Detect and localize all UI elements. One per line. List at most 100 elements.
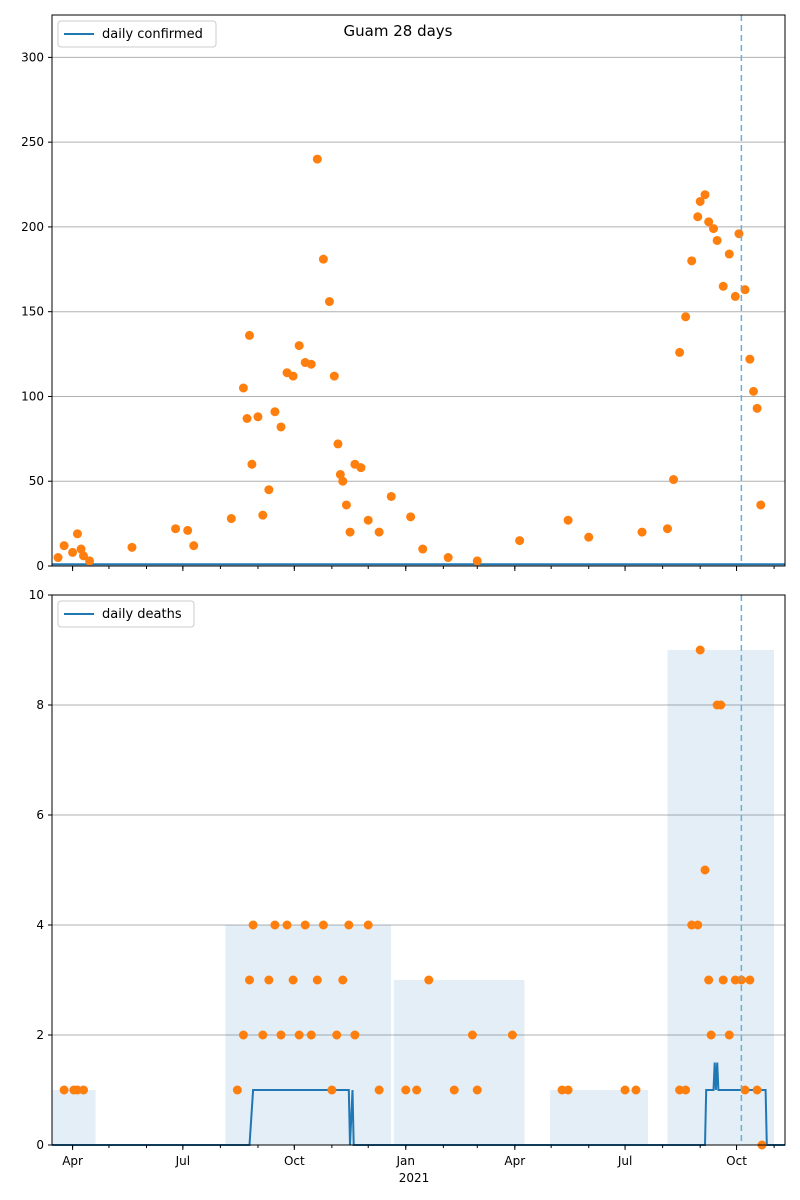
confirmed-panel: 0 50 100 150 200 250 300 Guam 28 days daily co…	[21, 14, 786, 573]
data-point	[318, 254, 328, 264]
data-point	[695, 196, 705, 206]
data-point	[584, 532, 594, 542]
data-point	[333, 439, 343, 449]
data-point	[350, 1030, 360, 1040]
data-point	[712, 235, 722, 245]
y-tick-label: 0	[36, 559, 44, 573]
chart-title: Guam 28 days	[344, 22, 453, 40]
legend-label-deaths: daily deaths	[102, 607, 182, 622]
data-point	[637, 527, 647, 537]
x-tick-label: Jan	[396, 1154, 416, 1168]
data-point	[563, 515, 573, 525]
y-ticks-bottom: 0 2 4 6 8 10	[29, 588, 52, 1152]
data-point	[472, 556, 482, 566]
data-point	[620, 1085, 630, 1095]
data-point	[341, 500, 351, 510]
axes-frame-top	[51, 14, 786, 567]
x-ticks-top	[72, 566, 775, 571]
points-top	[53, 154, 766, 566]
data-point	[718, 281, 728, 291]
data-point	[183, 525, 193, 535]
data-point	[681, 312, 691, 322]
data-point	[79, 1085, 89, 1095]
data-point	[718, 975, 728, 985]
data-point	[306, 1030, 316, 1040]
data-point	[244, 330, 254, 340]
x-tick-label: Oct	[284, 1154, 305, 1168]
data-point	[68, 547, 78, 557]
data-point	[507, 1030, 517, 1040]
data-point	[238, 1030, 248, 1040]
uncertainty-band	[52, 1090, 96, 1145]
data-point	[724, 1030, 734, 1040]
plot-area-bottom	[52, 595, 785, 1145]
uncertainty-band	[667, 650, 774, 1145]
y-tick-label: 50	[29, 474, 44, 488]
legend-bottom: daily deaths	[57, 600, 195, 628]
x-ticks-bottom: Apr Jul Oct Jan Apr Jul Oct	[62, 1145, 775, 1168]
data-point	[412, 1085, 422, 1095]
data-point	[681, 1085, 691, 1095]
data-point	[704, 217, 714, 227]
data-point	[424, 975, 434, 985]
data-point	[306, 359, 316, 369]
data-point	[79, 551, 89, 561]
y-ticks-top: 0 50 100 150 200 250 300	[21, 50, 52, 573]
data-point	[282, 920, 292, 930]
data-point	[693, 212, 703, 222]
data-point	[312, 975, 322, 985]
y-tick-label: 2	[36, 1028, 44, 1042]
legend-label-confirmed: daily confirmed	[102, 27, 203, 42]
data-point	[324, 297, 334, 307]
data-point	[669, 475, 679, 485]
x-year-label: 2021	[399, 1171, 430, 1185]
data-point	[752, 403, 762, 413]
y-tick-label: 10	[29, 588, 44, 602]
data-point	[312, 154, 322, 164]
data-point	[288, 975, 298, 985]
data-point	[72, 529, 82, 539]
data-point	[329, 371, 339, 381]
data-point	[300, 920, 310, 930]
data-point	[563, 1085, 573, 1095]
data-point	[264, 975, 274, 985]
data-point	[363, 920, 373, 930]
data-point	[226, 514, 236, 524]
data-point	[695, 645, 705, 655]
legend-box-bottom	[57, 600, 195, 628]
data-point	[238, 383, 248, 393]
y-tick-label: 8	[36, 698, 44, 712]
data-point	[515, 536, 525, 546]
x-tick-label: Apr	[504, 1154, 525, 1168]
data-point	[345, 527, 355, 537]
data-point	[189, 541, 199, 551]
deaths-panel: 0 2 4 6 8 10 Apr Jul Oct Jan Apr Jul Oct 2021 daily…	[29, 588, 786, 1185]
y-tick-label: 300	[21, 50, 44, 64]
data-point	[59, 1085, 69, 1095]
data-point	[706, 1030, 716, 1040]
x-tick-label: Oct	[726, 1154, 747, 1168]
data-point	[675, 347, 685, 357]
y-tick-label: 200	[21, 220, 44, 234]
data-point	[740, 1085, 750, 1095]
data-point	[276, 422, 286, 432]
data-point	[406, 512, 416, 522]
data-point	[288, 371, 298, 381]
data-point	[724, 249, 734, 259]
data-point	[294, 341, 304, 351]
data-point	[709, 224, 719, 234]
data-point	[242, 414, 252, 424]
data-point	[752, 1085, 762, 1095]
data-point	[270, 920, 280, 930]
data-point	[244, 975, 254, 985]
data-point	[745, 975, 755, 985]
y-tick-label: 150	[21, 305, 44, 319]
y-tick-label: 100	[21, 389, 44, 403]
data-point	[85, 556, 95, 566]
data-point	[232, 1085, 242, 1095]
data-point	[443, 553, 453, 563]
data-point	[374, 527, 384, 537]
legend-top: daily confirmed	[57, 20, 217, 48]
data-point	[748, 386, 758, 396]
